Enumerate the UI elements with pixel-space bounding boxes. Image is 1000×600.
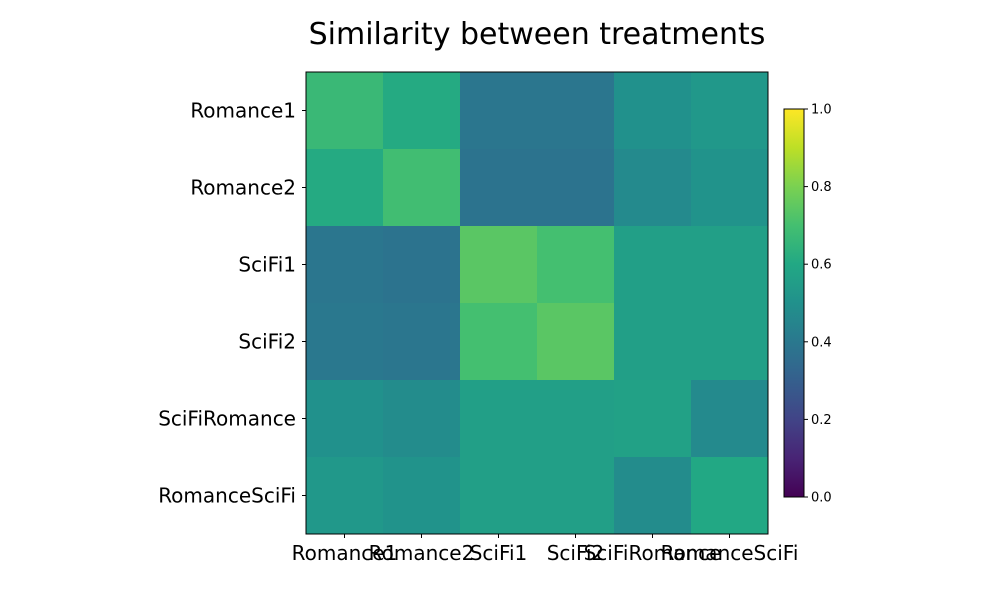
x-tick-label: SciFiRomance xyxy=(584,541,722,565)
heatmap-cell xyxy=(383,303,461,381)
heatmap-cell xyxy=(460,226,538,304)
heatmap-cell xyxy=(537,303,615,381)
plot-frame xyxy=(305,71,769,535)
heatmap-cell xyxy=(306,72,384,150)
x-tick-label: SciFi1 xyxy=(470,541,528,565)
y-tick-label: Romance1 xyxy=(190,99,296,123)
heatmap-cell xyxy=(537,380,615,458)
colorbar-tick-label: 0.8 xyxy=(811,180,832,195)
heatmap-cell xyxy=(306,149,384,227)
heatmap-cell xyxy=(691,72,769,150)
colorbar-gradient xyxy=(783,108,805,498)
heatmap-cell xyxy=(614,226,692,304)
heatmap-cell xyxy=(306,380,384,458)
colorbar-tick-label: 0.4 xyxy=(811,335,832,350)
heatmap-cell xyxy=(614,457,692,535)
heatmap-cell xyxy=(460,72,538,150)
colorbar-tick-label: 1.0 xyxy=(811,103,832,118)
heatmap-cell xyxy=(691,226,769,304)
y-tick-label: Romance2 xyxy=(190,176,296,200)
heatmap-cell xyxy=(460,380,538,458)
y-axis: Romance1 Romance2 SciFi1 SciFi2 SciFiRomance… xyxy=(158,99,306,508)
heatmap-cell xyxy=(691,149,769,227)
heatmap-cell xyxy=(614,72,692,150)
colorbar-tick-label: 0.6 xyxy=(811,258,832,273)
colorbar-tick-label: 0.2 xyxy=(811,413,832,428)
heatmap-cell xyxy=(537,226,615,304)
y-tick-label: SciFiRomance xyxy=(158,407,296,431)
heatmap-cell xyxy=(537,72,615,150)
heatmap-cell xyxy=(691,303,769,381)
colorbar: 0.0 0.2 0.4 0.6 0.8 1.0 xyxy=(783,103,832,506)
colorbar-tick-label: 0.0 xyxy=(811,491,832,506)
y-tick-label: RomanceSciFi xyxy=(158,484,296,508)
x-tick-label: RomanceSciFi xyxy=(661,541,799,565)
chart-title: Similarity between treatments xyxy=(309,17,766,52)
heatmap-cell xyxy=(537,149,615,227)
heatmap-cell xyxy=(614,149,692,227)
heatmap-cell xyxy=(614,303,692,381)
heatmap-cell xyxy=(383,380,461,458)
heatmap-cell xyxy=(614,380,692,458)
heatmap-cell xyxy=(460,457,538,535)
heatmap-cell xyxy=(383,226,461,304)
heatmap-cell xyxy=(383,149,461,227)
y-tick-label: SciFi1 xyxy=(238,253,296,277)
heatmap-cell xyxy=(306,226,384,304)
x-tick-label: SciFi2 xyxy=(547,541,605,565)
x-tick-label: Romance1 xyxy=(292,541,398,565)
heatmap-cell xyxy=(460,149,538,227)
y-tick-label: SciFi2 xyxy=(238,330,296,354)
heatmap-cell xyxy=(306,303,384,381)
x-tick-label: Romance2 xyxy=(369,541,475,565)
heatmap-cell xyxy=(383,72,461,150)
heatmap-cell xyxy=(306,457,384,535)
heatmap-cell xyxy=(691,457,769,535)
heatmap-cell xyxy=(691,380,769,458)
heatmap-cell xyxy=(460,303,538,381)
heatmap-cell xyxy=(383,457,461,535)
heatmap-cells xyxy=(306,72,769,535)
heatmap-cell xyxy=(537,457,615,535)
